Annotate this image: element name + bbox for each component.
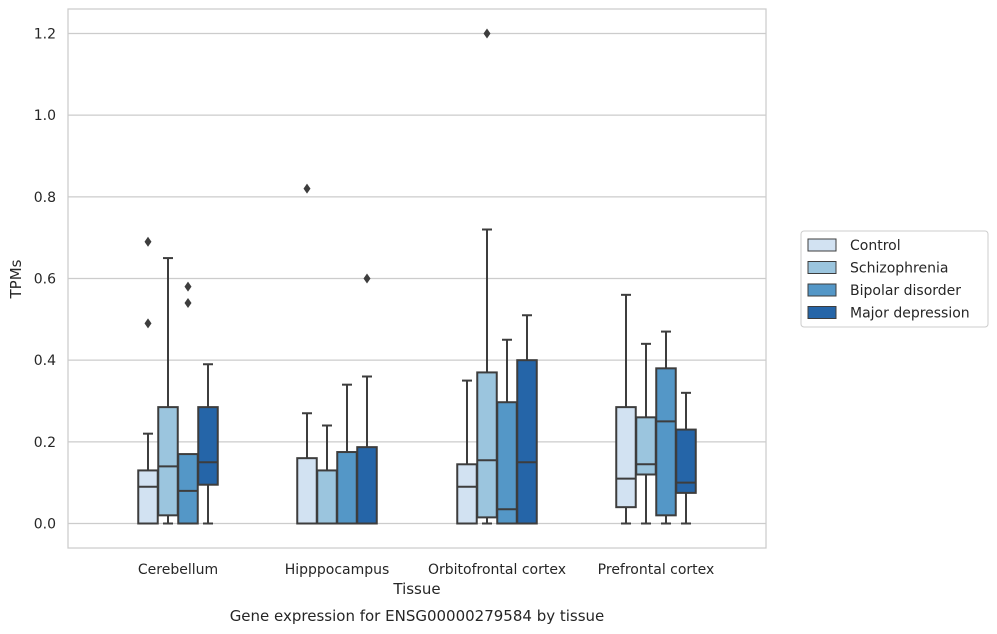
y-tick-label: 1.0 [34, 108, 56, 124]
x-tick-label: Orbitofrontal cortex [428, 562, 566, 578]
outlier-point [144, 236, 152, 247]
y-tick-label: 1.2 [34, 27, 56, 43]
box-body [356, 446, 378, 525]
box [635, 342, 657, 525]
box-body [675, 428, 697, 494]
plot-frame [67, 8, 767, 549]
series-group [157, 28, 657, 525]
box [197, 363, 219, 525]
outlier-point [144, 318, 152, 329]
box-body [615, 406, 637, 509]
legend-swatch [807, 238, 837, 252]
box [476, 28, 498, 525]
box-body [336, 451, 358, 525]
legend-label: Schizophrenia [850, 261, 948, 277]
x-tick-labels: Cerebellum Hipppocampus Orbitofrontal cort… [138, 562, 714, 578]
legend-label: Major depression [850, 306, 970, 322]
legend-label: Control [850, 238, 901, 254]
outlier-point [303, 183, 311, 194]
box [655, 330, 677, 525]
outlier-point [363, 273, 371, 284]
x-tick-label: Hipppocampus [285, 562, 390, 578]
box-body [456, 463, 478, 525]
box [456, 379, 478, 525]
y-tick-label: 0.2 [34, 435, 56, 451]
y-tick-label: 0.6 [34, 272, 56, 288]
box-body [197, 406, 219, 486]
box [177, 281, 199, 525]
box-body [655, 367, 677, 517]
y-tick-labels: 0.0 0.2 0.4 0.6 0.8 1.0 1.2 [34, 27, 56, 533]
series-group [137, 183, 637, 525]
box-body [635, 416, 657, 476]
box-body [296, 457, 318, 525]
y-tick-label: 0.0 [34, 517, 56, 533]
box [496, 338, 518, 525]
legend: Control Schizophrenia Bipolar disorder Majo… [800, 230, 989, 328]
box-body [137, 469, 159, 525]
series-group [177, 281, 677, 525]
legend-swatch [807, 283, 837, 297]
y-tick-label: 0.8 [34, 190, 56, 206]
outlier-point [483, 28, 491, 39]
box-body [157, 406, 179, 517]
box-body [476, 371, 498, 519]
box-body [516, 359, 538, 525]
y-axis-label: TPMs [7, 259, 25, 299]
box-series [137, 28, 697, 525]
outlier-point [184, 298, 192, 308]
box [157, 257, 179, 525]
x-axis-label: Tissue [392, 580, 440, 598]
box [675, 391, 697, 525]
x-tick-label: Prefrontal cortex [598, 562, 715, 578]
legend-frame [800, 230, 989, 328]
box [516, 314, 538, 525]
y-tick-label: 0.4 [34, 353, 56, 369]
box [296, 183, 318, 525]
outlier-point [184, 281, 192, 292]
x-tick-label: Cerebellum [138, 562, 218, 578]
chart-title: Gene expression for ENSG00000279584 by t… [230, 607, 605, 625]
legend-entries: Control Schizophrenia Bipolar disorder Majo… [807, 238, 970, 322]
box [356, 273, 378, 525]
legend-swatch [807, 261, 837, 274]
box-body [316, 469, 338, 525]
legend-swatch [807, 306, 837, 319]
box-body [177, 453, 199, 525]
box-body [496, 401, 518, 525]
box [336, 383, 358, 525]
legend-label: Bipolar disorder [850, 283, 961, 299]
box [137, 236, 159, 525]
series-group [197, 273, 697, 525]
